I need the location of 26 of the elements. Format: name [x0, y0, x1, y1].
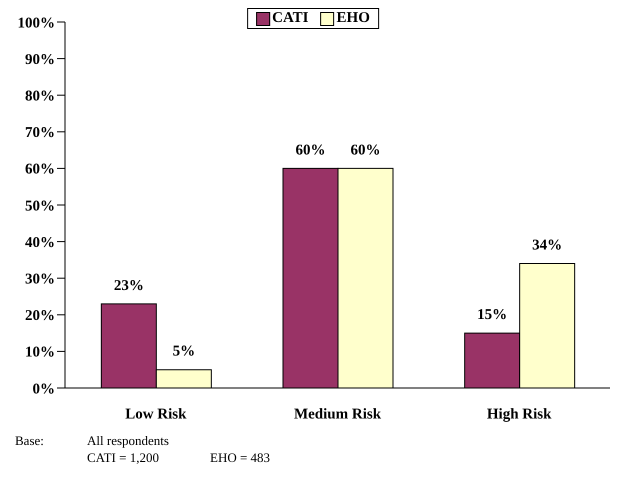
y-tick-label: 70%: [25, 125, 55, 142]
y-tick-label: 40%: [25, 234, 55, 251]
data-label: 15%: [477, 307, 508, 324]
y-tick-label: 90%: [25, 52, 55, 68]
y-tick-label: 20%: [25, 308, 55, 324]
y-tick-label: 50%: [25, 198, 55, 214]
text: CATI = 1,200: [87, 450, 159, 466]
y-tick-label: 80%: [25, 88, 55, 105]
data-label: 60%: [350, 142, 380, 158]
data-label: 34%: [532, 238, 562, 254]
data-label: 23%: [114, 278, 144, 294]
x-tick-label: Low Risk: [125, 406, 188, 423]
legend-label: CATI: [271, 10, 309, 27]
y-tick-label: 60%: [25, 162, 55, 178]
y-tick-label: 0%: [32, 381, 55, 398]
x-tick-label: Medium Risk: [294, 406, 382, 423]
y-tick-label: 30%: [25, 272, 55, 288]
y-tick-label: 100%: [18, 15, 55, 32]
text: All respondents: [87, 433, 169, 449]
x-tick-label: High Risk: [486, 406, 552, 423]
text: EHO = 483: [210, 450, 270, 466]
text: Base:: [15, 433, 44, 449]
data-label: 5%: [172, 344, 196, 360]
data-label: 60%: [296, 142, 326, 158]
y-tick-label: 10%: [25, 344, 55, 361]
legend-label: EHO: [336, 10, 370, 27]
